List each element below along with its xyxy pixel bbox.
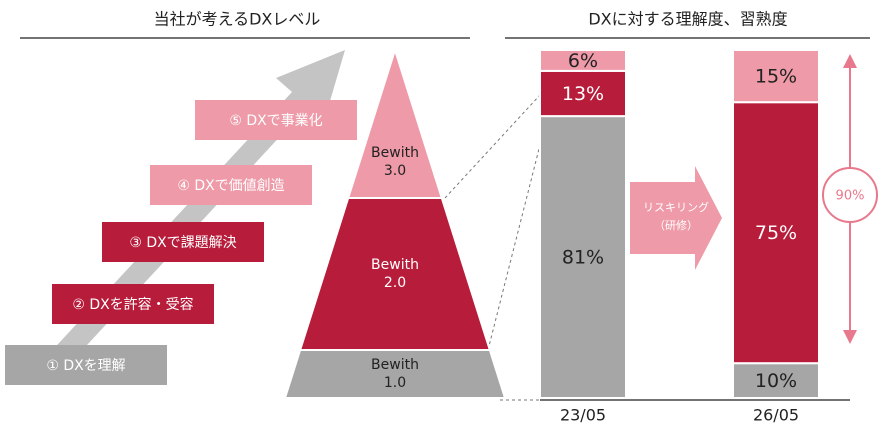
step-box <box>150 165 312 205</box>
value-label: 15% <box>755 66 797 88</box>
bar-segment <box>732 49 820 104</box>
step-box <box>195 100 357 140</box>
pyramid-version: 1.0 <box>384 375 406 391</box>
value-label: 6% <box>568 50 598 72</box>
left-title: 当社が考えるDXレベル <box>154 10 321 29</box>
pyramid-version: 2.0 <box>384 275 406 291</box>
x-tick-label: 26/05 <box>753 406 799 425</box>
step-label: ① DXを理解 <box>46 358 125 374</box>
step-label: ② DXを許容・受容 <box>72 296 193 313</box>
annotation: 90% <box>836 189 865 204</box>
pyramid-name: Bewith <box>371 357 419 373</box>
value-label: 10% <box>755 370 797 392</box>
pyramid-level <box>346 46 444 199</box>
arrow-label: （研修） <box>654 218 698 232</box>
bar-segment <box>732 362 820 400</box>
step-box <box>5 345 167 385</box>
step-label: ⑤ DXで事業化 <box>229 113 322 129</box>
step-box <box>52 284 214 324</box>
value-label: 75% <box>755 222 797 244</box>
pyramid-level <box>298 197 492 351</box>
right-title: DXに対する理解度、習熟度 <box>588 10 787 29</box>
annotation-circle <box>822 167 878 223</box>
step-label: ③ DXで課題解決 <box>129 235 236 251</box>
x-tick-label: 23/05 <box>560 406 606 425</box>
step-label: ④ DXで価値創造 <box>177 178 284 194</box>
bar-segment <box>539 49 627 72</box>
connector <box>487 144 541 351</box>
reskill-arrow <box>630 166 722 270</box>
pyramid-version: 3.0 <box>384 163 406 179</box>
pyramid-name: Bewith <box>371 145 419 161</box>
pyramid-name: Bewith <box>371 257 419 273</box>
arrow-head <box>843 54 857 68</box>
connector <box>444 94 541 199</box>
arrow-label: リスキリング <box>643 200 709 214</box>
value-label: 13% <box>562 83 604 105</box>
step-box <box>102 222 264 262</box>
arrow-head <box>843 330 857 344</box>
bar-segment <box>539 115 627 400</box>
bar-segment <box>732 101 820 365</box>
value-label: 81% <box>562 247 604 269</box>
